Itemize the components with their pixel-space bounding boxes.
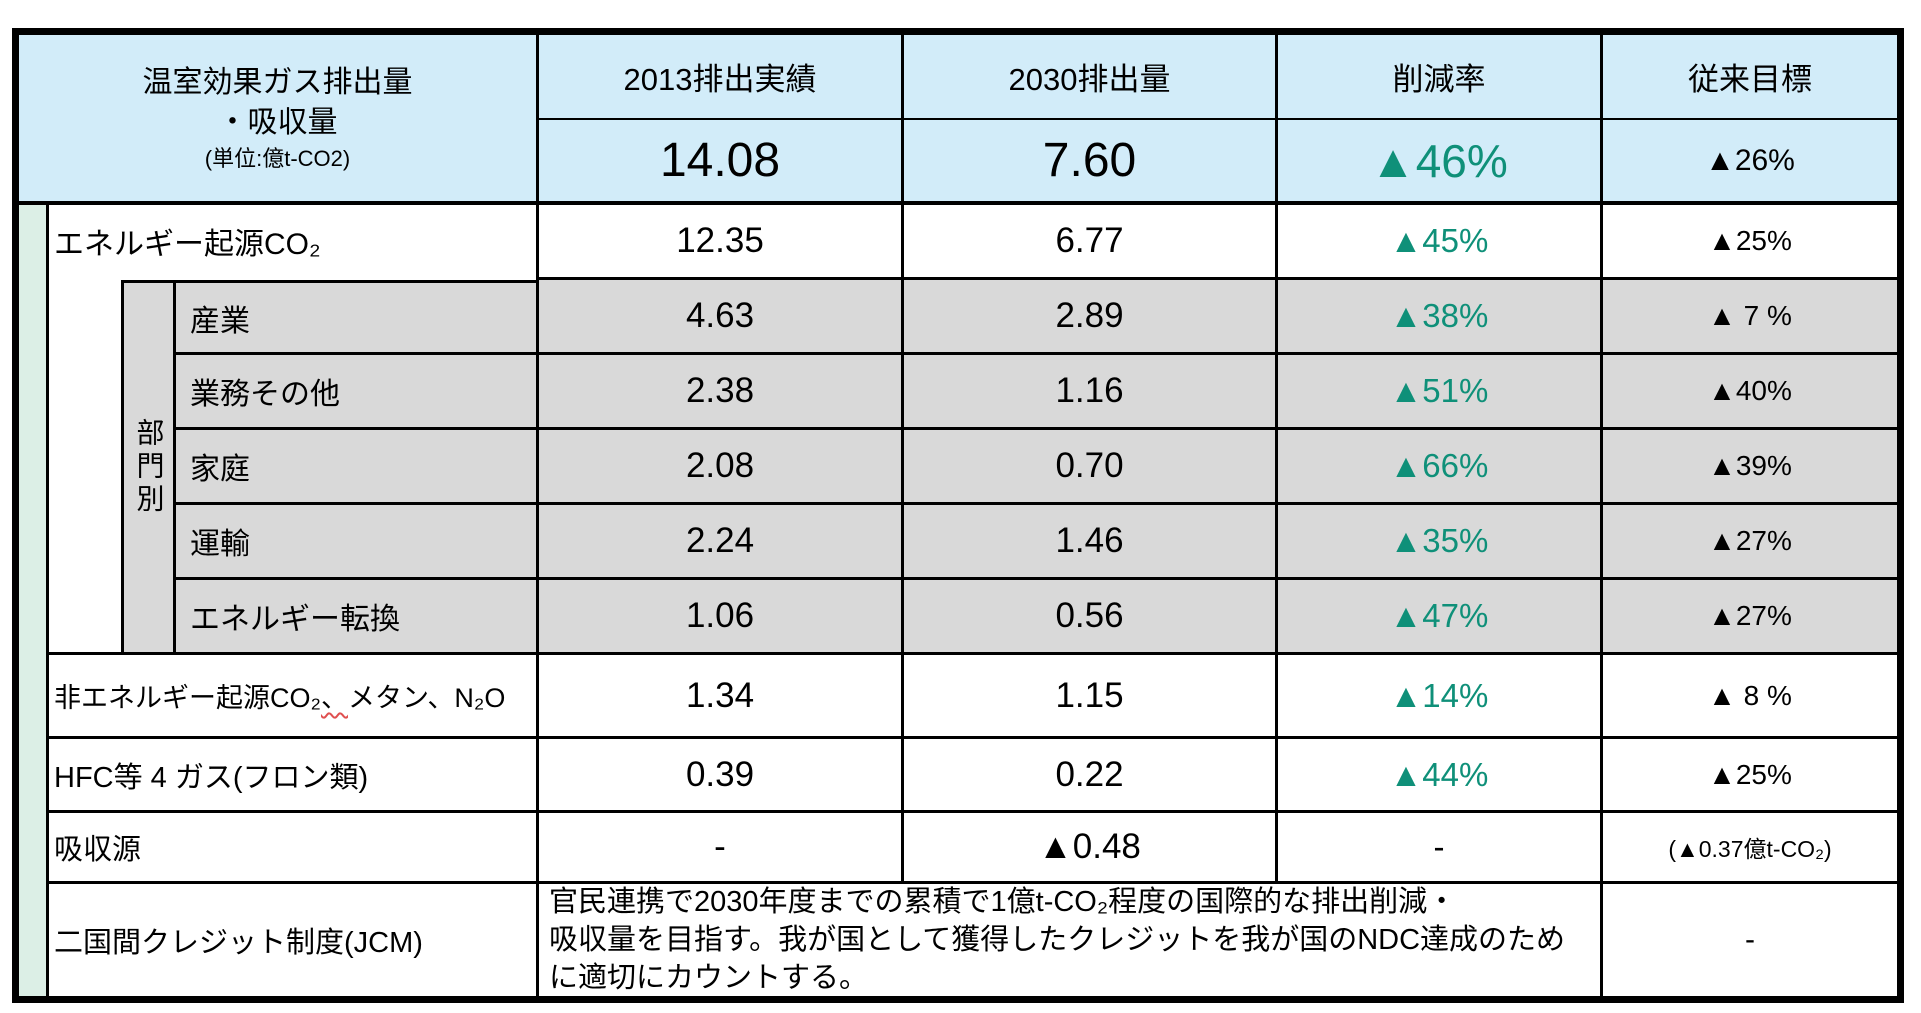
total-2030-value: 7.60 <box>904 120 1278 205</box>
total-reduction-value: ▲46% <box>1278 120 1603 205</box>
energy-2030-value: 6.77 <box>904 205 1278 280</box>
sector-label-household: 家庭 <box>176 430 539 505</box>
sector-commercial-legacy: ▲40% <box>1603 355 1897 430</box>
column-header-2030: 2030排出量 <box>904 35 1278 120</box>
hfc-legacy-value: ▲25% <box>1603 739 1897 813</box>
hfc-2030-value: 0.22 <box>904 739 1278 813</box>
sector-commercial-2013: 2.38 <box>539 355 904 430</box>
sector-label-commercial: 業務その他 <box>176 355 539 430</box>
sector-energy-conversion-reduction: ▲47% <box>1278 580 1603 655</box>
sector-label-energy-conversion: エネルギー転換 <box>176 580 539 655</box>
hfc-2013-value: 0.39 <box>539 739 904 813</box>
sector-household-legacy: ▲39% <box>1603 430 1897 505</box>
hfc-label: HFC等 4 ガス(フロン類) <box>49 739 539 813</box>
sink-2013-value: - <box>539 813 904 884</box>
corner-title-line2: ・吸収量 <box>217 106 338 140</box>
sector-group-header: 部門別 <box>121 280 176 655</box>
sector-household-reduction: ▲66% <box>1278 430 1603 505</box>
sector-commercial-2030: 1.16 <box>904 355 1278 430</box>
hfc-reduction-value: ▲44% <box>1278 739 1603 813</box>
sink-label: 吸収源 <box>49 813 539 884</box>
sector-household-2013: 2.08 <box>539 430 904 505</box>
sector-label-industry: 産業 <box>176 280 539 355</box>
non-energy-label-post: メタン、N₂O <box>347 683 506 713</box>
total-legacy-value: ▲26% <box>1603 120 1897 205</box>
column-header-reduction: 削減率 <box>1278 35 1603 120</box>
sector-transport-2030: 1.46 <box>904 505 1278 580</box>
sector-energy-conversion-2030: 0.56 <box>904 580 1278 655</box>
sector-transport-reduction: ▲35% <box>1278 505 1603 580</box>
sink-legacy-value: (▲0.37億t-CO₂) <box>1603 813 1897 884</box>
energy-reduction-value: ▲45% <box>1278 205 1603 280</box>
non-energy-label: 非エネルギー起源CO₂、メタン、N₂O <box>49 655 539 739</box>
energy-2013-value: 12.35 <box>539 205 904 280</box>
energy-legacy-value: ▲25% <box>1603 205 1897 280</box>
corner-title-line1: 温室効果ガス排出量 <box>142 65 413 99</box>
non-energy-reduction-value: ▲14% <box>1278 655 1603 739</box>
jcm-description: 官民連携で2030年度までの累積で1億t-CO₂程度の国際的な排出削減・ 吸収量… <box>539 884 1603 996</box>
sector-energy-conversion-legacy: ▲27% <box>1603 580 1897 655</box>
left-accent-strip <box>19 205 49 996</box>
sink-reduction-value: - <box>1278 813 1603 884</box>
sector-industry-2013: 4.63 <box>539 280 904 355</box>
jcm-legacy-value: - <box>1745 923 1755 956</box>
sector-industry-reduction: ▲38% <box>1278 280 1603 355</box>
sector-industry-2030: 2.89 <box>904 280 1278 355</box>
sector-energy-conversion-2013: 1.06 <box>539 580 904 655</box>
total-2013-value: 14.08 <box>539 120 904 205</box>
column-header-legacy-target: 従来目標 <box>1603 35 1897 120</box>
sector-transport-2013: 2.24 <box>539 505 904 580</box>
sector-household-2030: 0.70 <box>904 430 1278 505</box>
non-energy-2013-value: 1.34 <box>539 655 904 739</box>
non-energy-legacy-value: ▲ 8 % <box>1603 655 1897 739</box>
jcm-label: 二国間クレジット制度(JCM) <box>49 884 539 996</box>
ghg-reduction-table: 温室効果ガス排出量 ・吸収量 (単位:億t-CO2) 2013排出実績 2030… <box>12 28 1904 1003</box>
sector-group-label: 部門別 <box>133 418 165 517</box>
corner-unit-note: (単位:億t-CO2) <box>204 145 351 171</box>
non-energy-label-pre: 非エネルギー起源CO₂ <box>54 683 321 713</box>
sink-2030-value: ▲0.48 <box>904 813 1278 884</box>
corner-header-cell: 温室効果ガス排出量 ・吸収量 (単位:億t-CO2) <box>19 35 539 205</box>
non-energy-2030-value: 1.15 <box>904 655 1278 739</box>
sector-label-transport: 運輸 <box>176 505 539 580</box>
energy-co2-label: エネルギー起源CO₂ <box>54 228 321 261</box>
non-energy-label-comma: 、 <box>320 683 348 713</box>
column-header-2013: 2013排出実績 <box>539 35 904 120</box>
sector-commercial-reduction: ▲51% <box>1278 355 1603 430</box>
sector-transport-legacy: ▲27% <box>1603 505 1897 580</box>
sector-industry-legacy: ▲ 7 % <box>1603 280 1897 355</box>
